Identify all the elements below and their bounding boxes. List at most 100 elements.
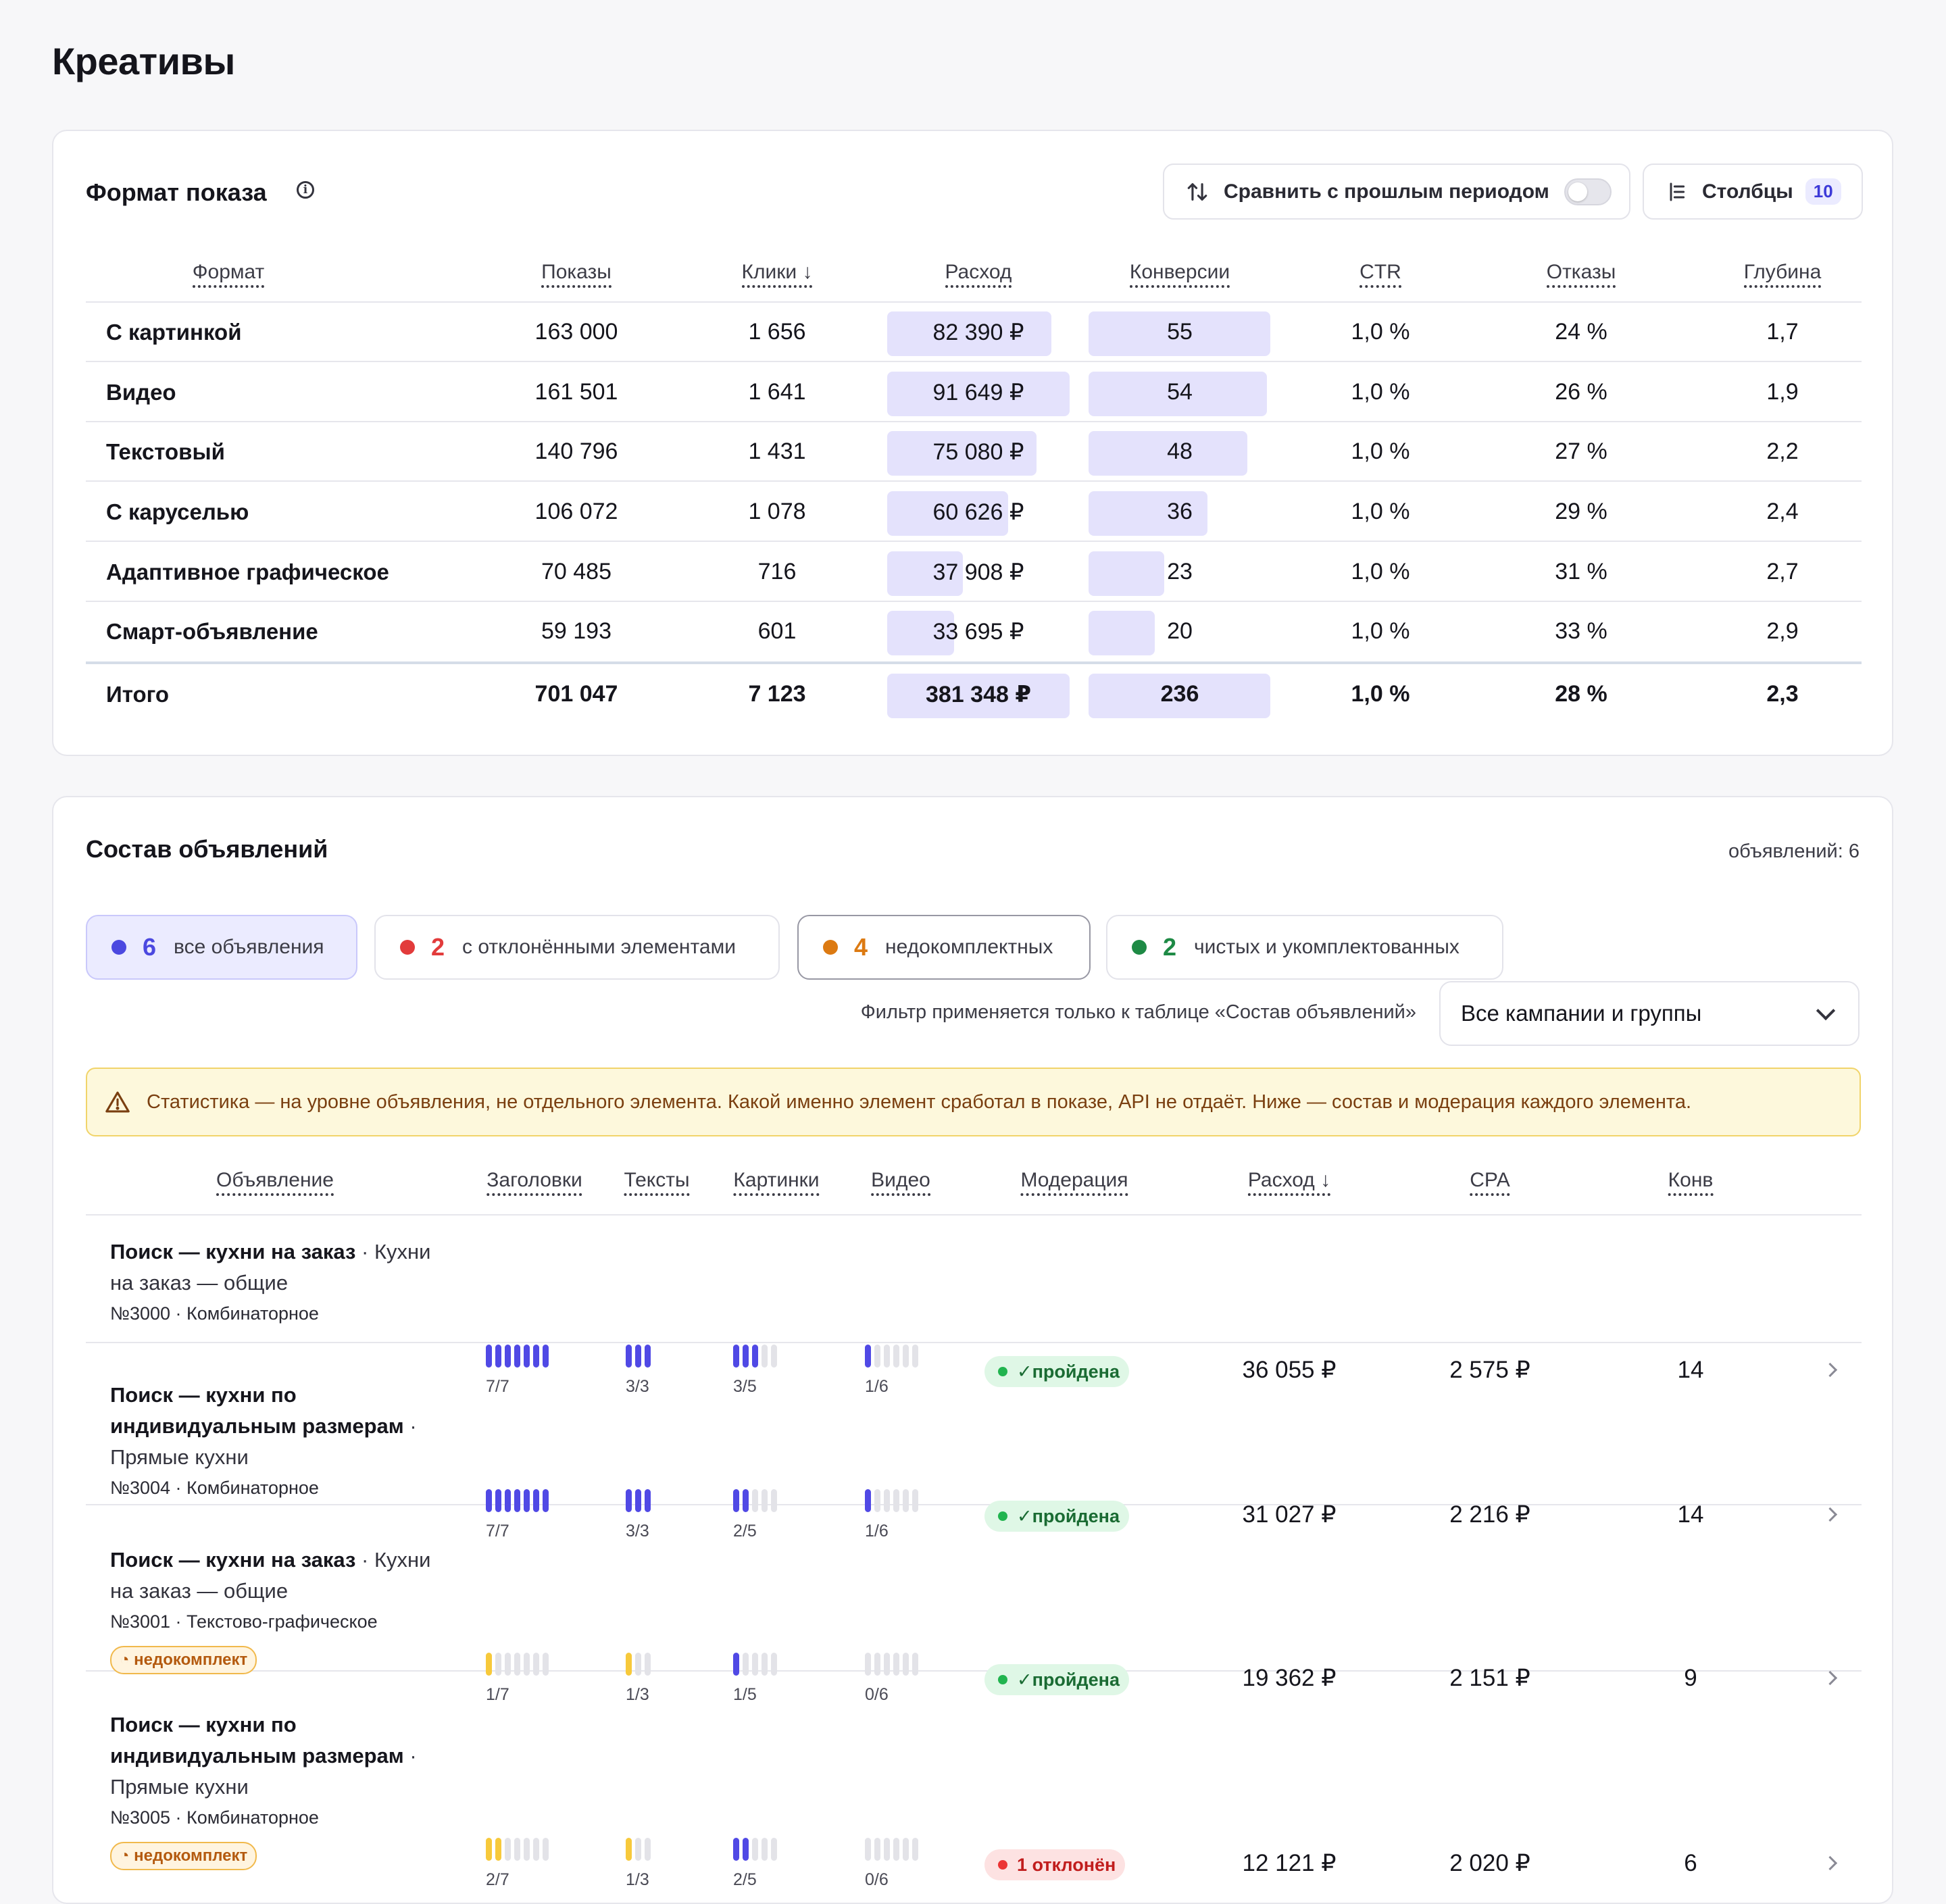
video-pills-fraction: 1/6: [865, 1377, 889, 1396]
chevron-right-icon[interactable]: [1822, 1507, 1838, 1522]
element-pill: [495, 1653, 501, 1676]
spend-cell: 60 626 ₽: [932, 499, 1024, 525]
element-pill: [762, 1489, 768, 1512]
info-icon[interactable]: i: [297, 181, 314, 199]
depth-cell: 2,4: [1766, 499, 1799, 524]
conversions-cell: 36: [1167, 499, 1193, 524]
element-pill: [743, 1838, 749, 1861]
format-row-label: Текстовый: [106, 439, 225, 464]
images-pills: [733, 1489, 777, 1512]
chip-dot: [823, 940, 838, 955]
depth-cell: 2,9: [1766, 618, 1799, 644]
col-header-moderation[interactable]: Модерация: [1020, 1169, 1128, 1196]
element-pill: [874, 1345, 880, 1368]
col-header-ad-spend[interactable]: Расход ↓: [1247, 1169, 1331, 1196]
columns-icon: [1670, 182, 1685, 201]
chip-rejected[interactable]: 2 с отклонёнными элементами: [374, 915, 780, 980]
element-pill: [514, 1653, 520, 1676]
element-pill: [524, 1489, 530, 1512]
col-header-conversions[interactable]: Конверсии: [1099, 261, 1261, 288]
col-header-cpa[interactable]: CPA: [1470, 1169, 1510, 1196]
ad-row-title[interactable]: Поиск — кухни по индивидуальным размерам…: [110, 1709, 434, 1870]
row-divider: [86, 601, 1862, 602]
chevron-right-icon[interactable]: [1822, 1362, 1838, 1378]
columns-button[interactable]: Столбцы 10: [1643, 164, 1863, 220]
col-header-spend[interactable]: Расход: [897, 261, 1059, 288]
conversions-bar: [1089, 311, 1270, 356]
images-pills: [733, 1838, 777, 1861]
col-header-ctr[interactable]: CTR: [1299, 261, 1462, 288]
col-header-format[interactable]: Формат: [127, 261, 330, 288]
element-pill: [505, 1653, 511, 1676]
ad-row-title[interactable]: Поиск — кухни на заказ · Кухни на заказ …: [110, 1236, 434, 1328]
col-header-images[interactable]: Картинки: [733, 1169, 820, 1196]
ad-meta: №3004 · Комбинаторное: [110, 1478, 319, 1498]
element-pill: [752, 1838, 758, 1861]
ad-meta: №3001 · Текстово-графическое: [110, 1611, 378, 1632]
spend-bar: [887, 611, 954, 655]
col-header-texts[interactable]: Тексты: [624, 1169, 690, 1196]
conversions-bar: [1089, 491, 1207, 536]
chip-incomplete[interactable]: 4 недокомплектных: [797, 915, 1091, 980]
moderation-label: 1 отклонён: [1017, 1854, 1116, 1875]
texts-pills: [626, 1653, 651, 1676]
element-pill: [743, 1345, 749, 1368]
format-card: Формат показа i Сравнить с прошлым перио…: [52, 130, 1893, 756]
element-pill: [874, 1838, 880, 1861]
element-pill: [495, 1838, 501, 1861]
compare-switch[interactable]: [1564, 178, 1612, 205]
ad-row-title[interactable]: Поиск — кухни по индивидуальным размерам…: [110, 1380, 434, 1503]
ctr-cell: 1,0 %: [1351, 559, 1410, 584]
bounce-cell: 24 %: [1555, 319, 1607, 345]
total-depth: 2,3: [1766, 681, 1799, 707]
element-pill: [495, 1345, 501, 1368]
chip-all[interactable]: 6 все объявления: [86, 915, 357, 980]
moderation-status-dot: [998, 1860, 1007, 1870]
element-pill: [524, 1838, 530, 1861]
headlines-pills: [486, 1489, 549, 1512]
col-header-ad[interactable]: Объявление: [216, 1169, 334, 1196]
element-pill: [626, 1838, 632, 1861]
chevron-right-icon[interactable]: [1822, 1670, 1838, 1686]
element-pill: [543, 1345, 549, 1368]
ad-row-title[interactable]: Поиск — кухни на заказ · Кухни на заказ …: [110, 1545, 434, 1674]
element-pill: [733, 1653, 739, 1676]
col-header-headlines[interactable]: Заголовки: [487, 1169, 582, 1196]
col-header-video[interactable]: Видео: [871, 1169, 930, 1196]
chip-clean[interactable]: 2 чистых и укомплектованных: [1106, 915, 1503, 980]
element-pill: [514, 1489, 520, 1512]
col-header-shows[interactable]: Показы: [495, 261, 657, 288]
conversions-cell: 23: [1167, 559, 1193, 584]
col-header-conv[interactable]: Конв: [1668, 1169, 1714, 1196]
col-header-bounce[interactable]: Отказы: [1500, 261, 1662, 288]
conv-cell: 6: [1684, 1850, 1697, 1876]
format-row-label: Адаптивное графическое: [106, 559, 389, 584]
campaign-select-value: Все кампании и группы: [1461, 1001, 1702, 1026]
campaign-select[interactable]: Все кампании и группы: [1439, 981, 1860, 1046]
chevron-right-icon[interactable]: [1822, 1855, 1838, 1871]
row-divider: [86, 361, 1862, 362]
warning-text: Статистика — на уровне объявления, не от…: [147, 1091, 1692, 1113]
col-header-clicks[interactable]: Клики ↓: [696, 261, 858, 288]
element-pill: [912, 1345, 918, 1368]
spend-bar: [887, 372, 1070, 416]
element-pill: [486, 1838, 492, 1861]
ad-meta: №3000 · Комбинаторное: [110, 1303, 319, 1324]
clicks-cell: 1 656: [748, 319, 806, 345]
clicks-cell: 1 431: [748, 439, 806, 464]
texts-pills: [626, 1489, 651, 1512]
element-pill: [771, 1838, 777, 1861]
bounce-cell: 29 %: [1555, 499, 1607, 524]
shows-cell: 70 485: [541, 559, 612, 584]
spend-cell: 37 908 ₽: [932, 559, 1024, 585]
element-pill: [645, 1838, 651, 1861]
ads-header-divider: [86, 1214, 1862, 1216]
element-pill: [762, 1838, 768, 1861]
compare-period-toggle[interactable]: Сравнить с прошлым периодом: [1163, 164, 1630, 220]
images-pills-fraction: 2/5: [733, 1522, 757, 1540]
element-pill: [771, 1489, 777, 1512]
ad-group-name: · Прямые кухни: [110, 1744, 417, 1799]
col-header-depth[interactable]: Глубина: [1701, 261, 1864, 288]
ads-row-divider: [86, 1342, 1862, 1343]
element-pill: [626, 1489, 632, 1512]
